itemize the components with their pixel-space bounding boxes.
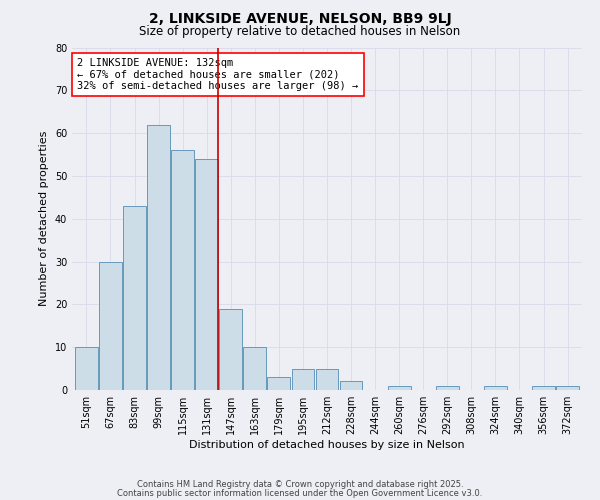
Bar [484,386,507,390]
Bar [556,386,579,390]
Bar [171,150,194,390]
Bar [532,386,555,390]
Bar [220,308,242,390]
Text: Size of property relative to detached houses in Nelson: Size of property relative to detached ho… [139,25,461,38]
Bar [268,377,290,390]
Bar [436,386,459,390]
Text: Contains public sector information licensed under the Open Government Licence v3: Contains public sector information licen… [118,488,482,498]
Text: Contains HM Land Registry data © Crown copyright and database right 2025.: Contains HM Land Registry data © Crown c… [137,480,463,489]
Bar [99,262,122,390]
Text: 2 LINKSIDE AVENUE: 132sqm
← 67% of detached houses are smaller (202)
32% of semi: 2 LINKSIDE AVENUE: 132sqm ← 67% of detac… [77,58,358,91]
Y-axis label: Number of detached properties: Number of detached properties [39,131,49,306]
Bar [75,347,98,390]
Bar [316,368,338,390]
Bar [244,347,266,390]
Bar [195,159,218,390]
Bar [147,124,170,390]
Bar [123,206,146,390]
Bar [388,386,410,390]
Text: 2, LINKSIDE AVENUE, NELSON, BB9 9LJ: 2, LINKSIDE AVENUE, NELSON, BB9 9LJ [149,12,451,26]
Bar [292,368,314,390]
X-axis label: Distribution of detached houses by size in Nelson: Distribution of detached houses by size … [189,440,465,450]
Bar [340,382,362,390]
